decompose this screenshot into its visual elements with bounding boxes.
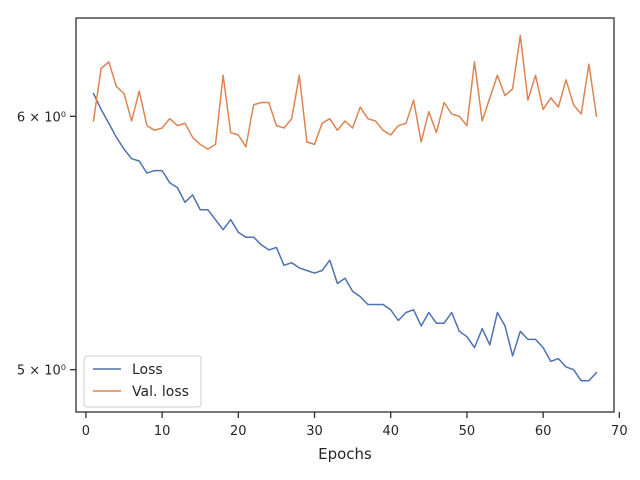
x-tick-label: 20 <box>230 424 247 439</box>
x-tick-label: 70 <box>611 424 628 439</box>
legend-label: Loss <box>132 362 163 378</box>
x-tick-label: 40 <box>382 424 399 439</box>
series-line-1 <box>92 92 598 382</box>
y-tick-label: 5 × 10⁰ <box>17 364 66 379</box>
x-tick-label: 10 <box>154 424 171 439</box>
x-tick-label: 0 <box>82 424 90 439</box>
y-tick-label: 6 × 10⁰ <box>17 110 66 125</box>
x-tick-label: 60 <box>535 424 552 439</box>
x-axis-label: Epochs <box>318 445 372 463</box>
plot-frame <box>75 17 615 413</box>
legend: Loss Val. loss <box>83 355 202 408</box>
x-tick-label: 50 <box>459 424 476 439</box>
x-axis: 0 10 20 30 40 50 60 70 <box>82 412 628 439</box>
series-line-2 <box>92 34 598 150</box>
x-tick-label: 30 <box>306 424 323 439</box>
legend-label: Val. loss <box>132 384 189 400</box>
y-axis: 5 × 10⁰ 6 × 10⁰ <box>17 110 76 379</box>
series-layer <box>92 34 598 382</box>
